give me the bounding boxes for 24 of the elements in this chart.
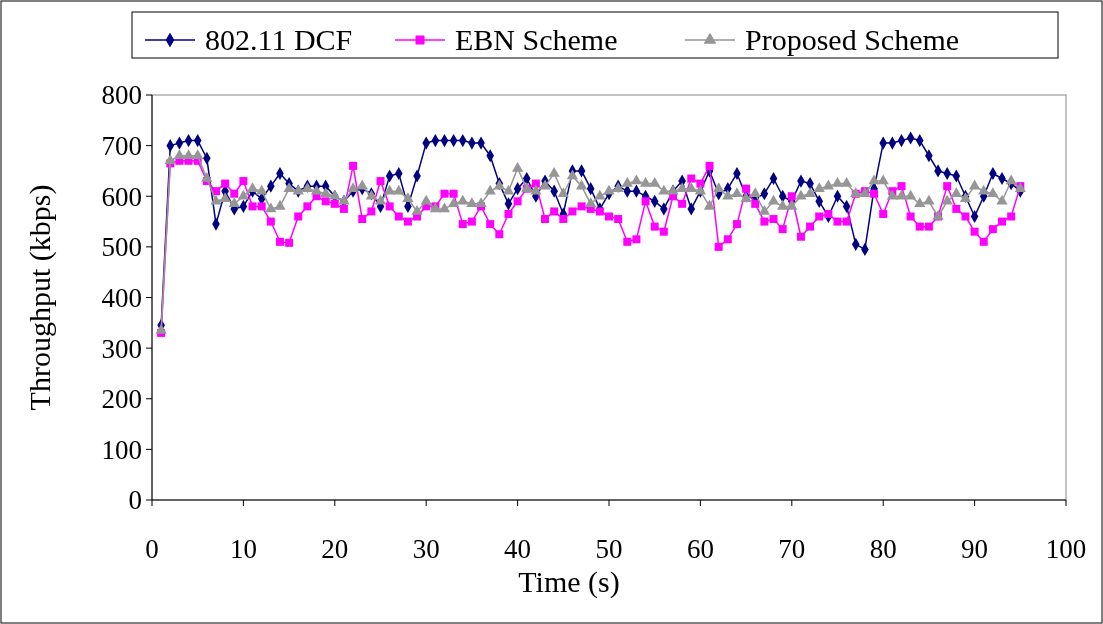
y-tick-label: 200 — [101, 384, 142, 415]
legend-label: Proposed Scheme — [745, 23, 960, 56]
x-axis-title: Time (s) — [518, 565, 620, 599]
y-tick-label: 0 — [128, 485, 142, 516]
x-tick-label: 70 — [778, 534, 806, 564]
x-tick-label: 40 — [504, 534, 532, 564]
legend-label: EBN Scheme — [455, 23, 618, 56]
y-tick-label: 800 — [101, 80, 142, 111]
x-tick-label: 20 — [321, 534, 349, 564]
y-tick-label: 400 — [101, 282, 142, 313]
y-axis-title: Throughput (kbps) — [23, 184, 57, 411]
x-tick-label: 90 — [961, 534, 989, 564]
y-tick-label: 500 — [101, 232, 142, 263]
x-tick-label: 30 — [412, 534, 440, 564]
y-tick-label: 700 — [101, 131, 142, 162]
x-tick-label: 10 — [229, 534, 257, 564]
y-tick-label: 300 — [101, 333, 142, 364]
x-tick-label: 60 — [686, 534, 714, 564]
legend-label: 802.11 DCF — [205, 23, 353, 56]
x-tick-label: 100 — [1045, 534, 1087, 564]
x-tick-label: 50 — [595, 534, 623, 564]
y-tick-label: 600 — [101, 181, 142, 212]
y-tick-label: 100 — [101, 434, 142, 465]
x-tick-label: 80 — [869, 534, 897, 564]
